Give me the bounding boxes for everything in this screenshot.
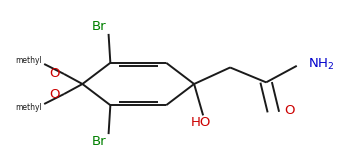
Text: O: O xyxy=(284,104,295,117)
Text: methyl: methyl xyxy=(16,103,42,112)
Text: NH$_2$: NH$_2$ xyxy=(307,57,334,72)
Text: O: O xyxy=(49,88,60,101)
Text: HO: HO xyxy=(191,116,212,129)
Text: Br: Br xyxy=(92,135,107,148)
Text: O: O xyxy=(49,67,60,80)
Text: Br: Br xyxy=(92,20,107,33)
Text: methyl: methyl xyxy=(16,56,42,65)
